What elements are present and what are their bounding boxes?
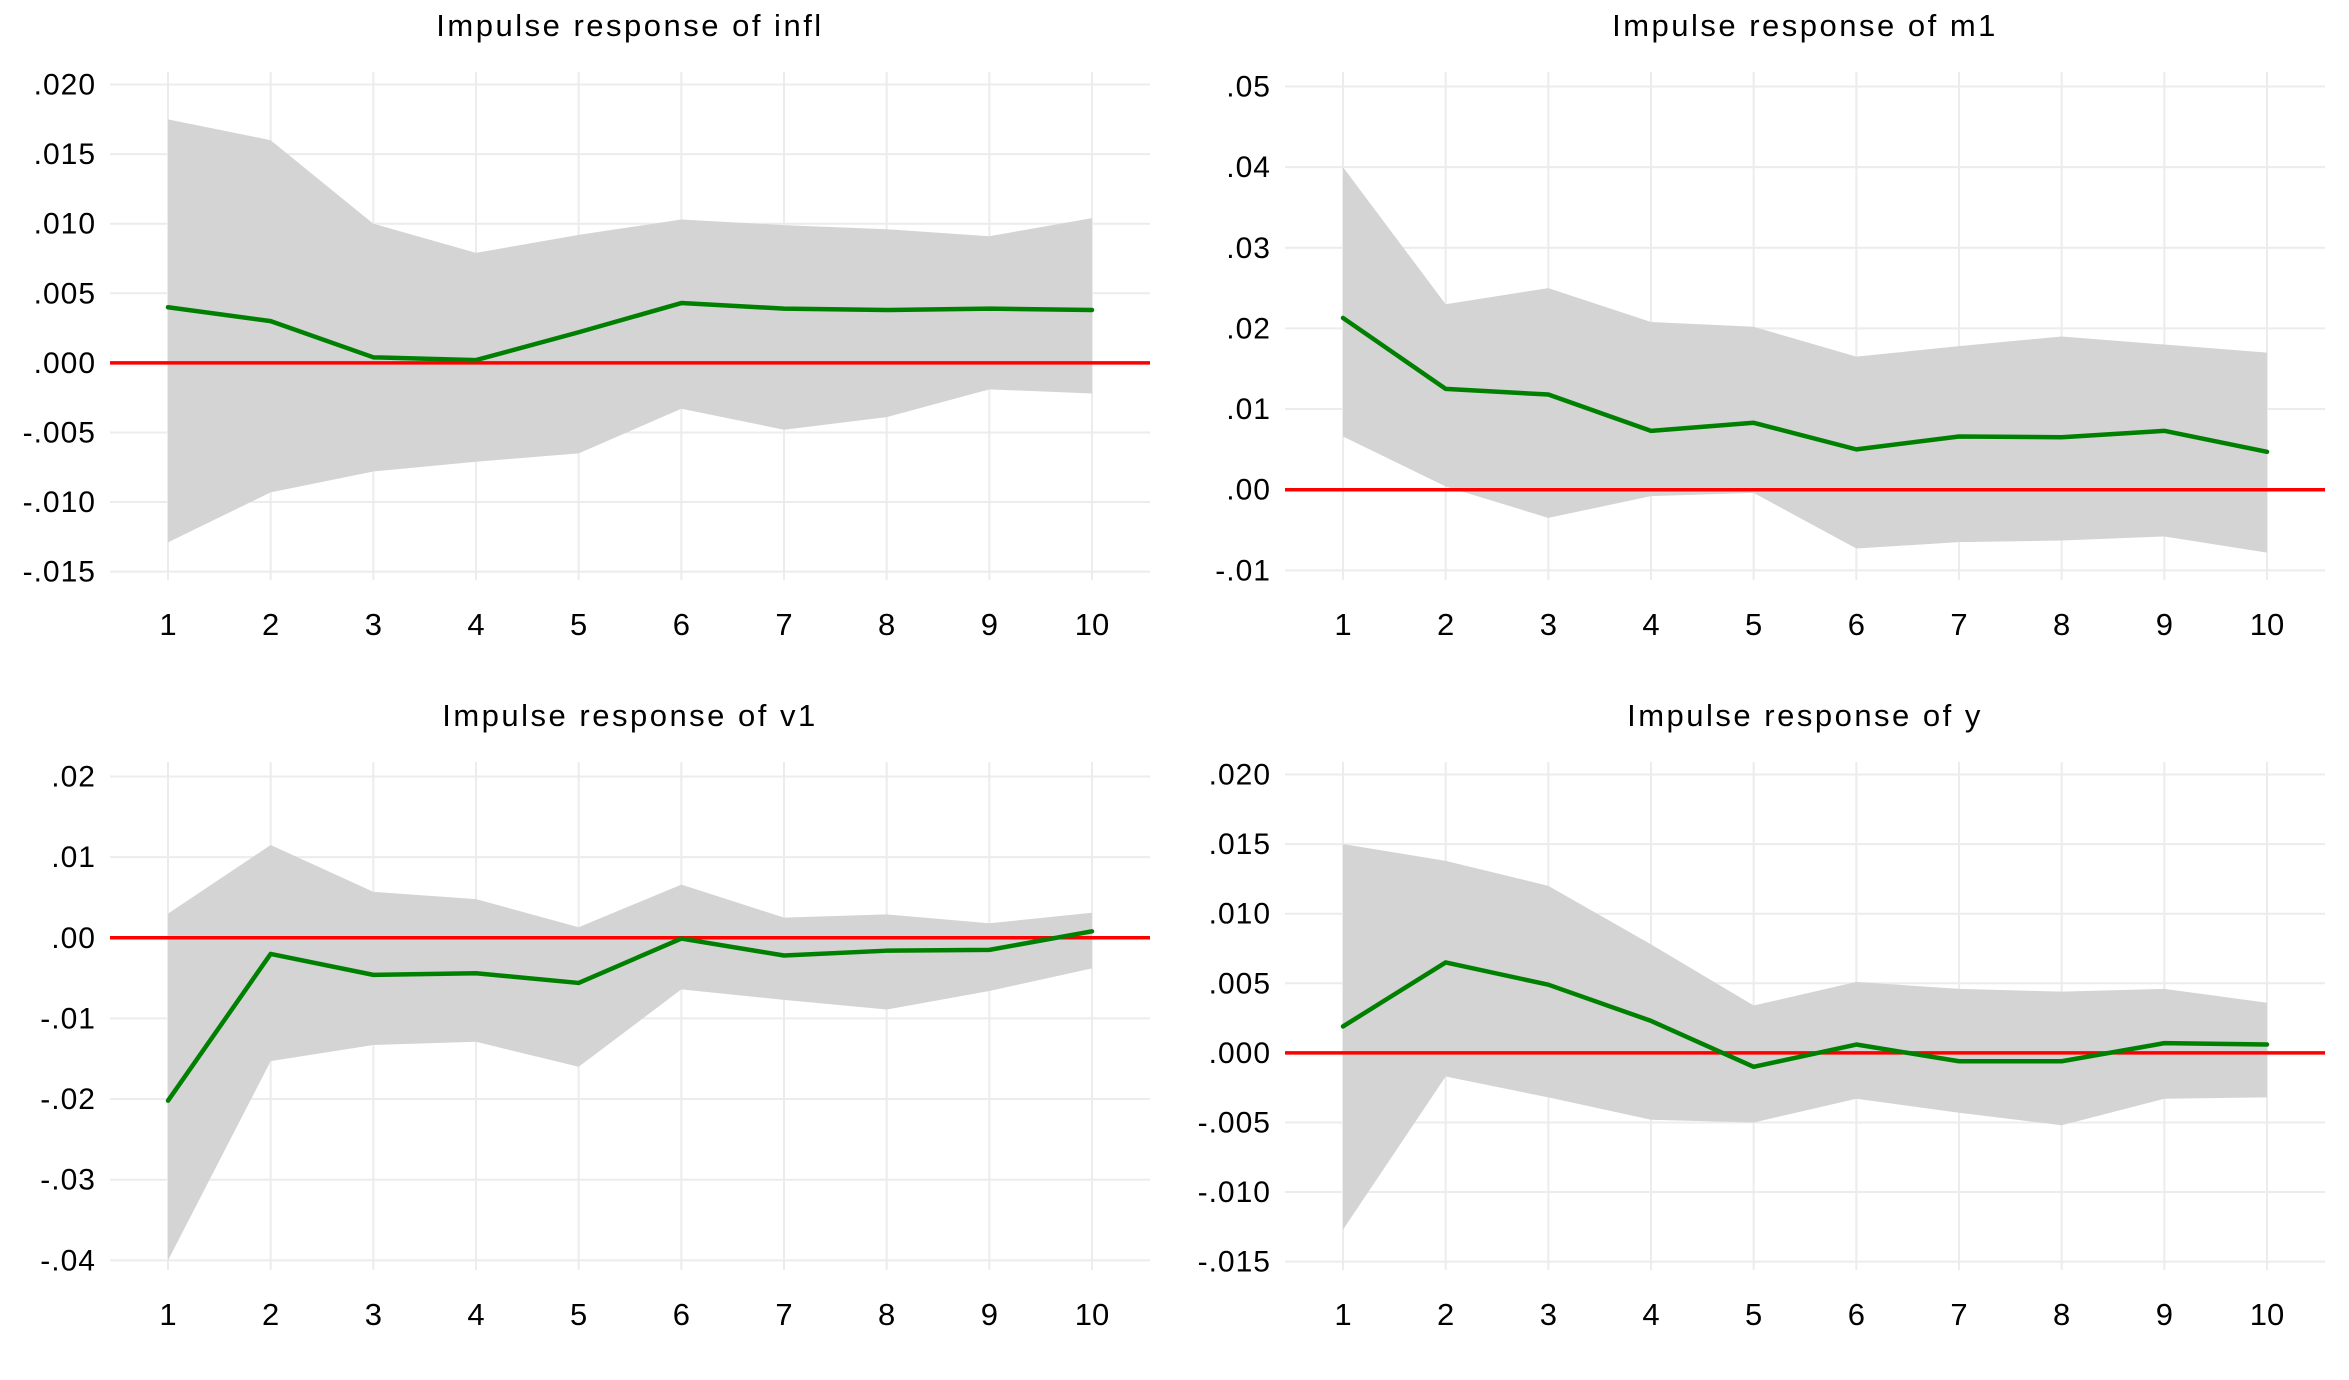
x-tick-label: 3 [1540, 607, 1557, 642]
confidence-band [168, 119, 1092, 543]
y-tick-label: -.015 [1198, 1246, 1271, 1279]
irf-panel-v1: Impulse response of v1 .02 .01 .00 -.01 -.02… [0, 690, 1174, 1380]
y-tick-label: .015 [34, 138, 96, 171]
x-tick-label: 10 [1075, 1297, 1109, 1332]
x-tick-label: 9 [981, 1297, 998, 1332]
response-line [165, 300, 1095, 363]
y-tick-label: -.005 [23, 416, 96, 449]
y-tick-label: -.010 [1198, 1176, 1271, 1209]
x-tick-label: 3 [365, 1297, 382, 1332]
x-tick-label: 2 [262, 1297, 279, 1332]
confidence-band [168, 845, 1092, 1261]
x-tick-label: 1 [1334, 1297, 1351, 1332]
y-tick-label: .020 [1209, 759, 1271, 792]
x-tick-label: 8 [878, 1297, 895, 1332]
x-tick-label: 1 [1334, 607, 1351, 642]
x-tick-label: 1 [159, 607, 176, 642]
y-tick-label: .00 [51, 922, 96, 955]
y-tick-label: .005 [34, 277, 96, 310]
y-tick-label: .005 [1209, 967, 1271, 1000]
x-tick-label: 8 [2053, 1297, 2070, 1332]
response-line [1340, 960, 2270, 1070]
x-tick-label: 7 [775, 607, 792, 642]
y-tick-label: .015 [1209, 828, 1271, 861]
y-tick-label: .03 [1226, 232, 1271, 265]
response-line [1340, 315, 2270, 455]
y-tick-label: .010 [34, 208, 96, 241]
x-tick-label: 8 [2053, 607, 2070, 642]
x-tick-label: 7 [1950, 1297, 1967, 1332]
x-tick-label: 6 [673, 1297, 690, 1332]
x-tick-label: 9 [981, 607, 998, 642]
x-tick-label: 5 [570, 607, 587, 642]
y-tick-label: .05 [1226, 71, 1271, 104]
y-tick-label: .000 [1209, 1037, 1271, 1070]
irf-panel-infl: Impulse response of infl .020 .015 .010 .00… [0, 0, 1174, 690]
x-tick-label: 6 [1848, 1297, 1865, 1332]
irf-chart-m1: .05 .04 .03 .02 .01 .00 -.01 1 2 3 4 5 6 7 8 9 10 [1215, 71, 2325, 642]
x-tick-label: 10 [2250, 1297, 2284, 1332]
irf-chart-infl: .020 .015 .010 .005 .000 -.005 -.010 -.015 1 2 3 4 5… [23, 69, 1150, 642]
y-tick-label: .01 [1226, 393, 1271, 426]
x-tick-label: 3 [365, 607, 382, 642]
y-tick-label: -.02 [40, 1083, 96, 1116]
chart-title: Impulse response of y [1627, 698, 1983, 733]
y-tick-label: .02 [1226, 312, 1271, 345]
x-tick-label: 4 [1642, 1297, 1659, 1332]
irf-panel-y: Impulse response of y .020.015.010.005.0… [1175, 690, 2349, 1380]
y-tick-label: .02 [51, 761, 96, 794]
x-tick-label: 10 [2250, 607, 2284, 642]
y-tick-label: .00 [1226, 474, 1271, 507]
response-line [165, 929, 1095, 1103]
x-tick-label: 2 [1437, 1297, 1454, 1332]
irf-chart-v1: .02 .01 .00 -.01 -.02 -.03 -.04 1 2 3 4 5 6 7 8 9 10 [40, 761, 1150, 1332]
irf-panel-m1: Impulse response of m1 .05.04.03.02.01.0… [1175, 0, 2349, 690]
x-tick-label: 7 [1950, 607, 1967, 642]
x-tick-label: 2 [262, 607, 279, 642]
chart-title: Impulse response of m1 [1612, 8, 1998, 43]
x-tick-label: 6 [1848, 607, 1865, 642]
irf-chart-y: .020 .015 .010 .005 .000 -.005 -.010 -.015 1 2 3 4 5… [1198, 759, 2325, 1332]
y-tick-label: -.005 [1198, 1106, 1271, 1139]
chart-title: Impulse response of infl [436, 8, 824, 43]
x-tick-label: 4 [1642, 607, 1659, 642]
x-tick-label: 5 [570, 1297, 587, 1332]
x-tick-label: 9 [2156, 1297, 2173, 1332]
x-tick-label: 2 [1437, 607, 1454, 642]
y-tick-label: -.01 [40, 1002, 96, 1035]
y-tick-label: -.015 [23, 556, 96, 589]
x-tick-label: 8 [878, 607, 895, 642]
y-tick-label: -.01 [1215, 554, 1271, 587]
x-tick-label: 5 [1745, 1297, 1762, 1332]
x-tick-label: 1 [159, 1297, 176, 1332]
x-tick-label: 4 [467, 607, 484, 642]
y-tick-label: .000 [34, 347, 96, 380]
y-tick-label: .010 [1209, 898, 1271, 931]
x-tick-label: 7 [775, 1297, 792, 1332]
confidence-band [1343, 167, 2267, 553]
y-tick-label: -.010 [23, 486, 96, 519]
x-tick-label: 10 [1075, 607, 1109, 642]
confidence-band [1343, 844, 2267, 1230]
y-tick-label: -.03 [40, 1164, 96, 1197]
chart-title: Impulse response of v1 [442, 698, 818, 733]
x-tick-label: 3 [1540, 1297, 1557, 1332]
y-tick-label: .04 [1226, 151, 1271, 184]
x-tick-label: 5 [1745, 607, 1762, 642]
x-tick-label: 4 [467, 1297, 484, 1332]
x-tick-label: 9 [2156, 607, 2173, 642]
x-tick-label: 6 [673, 607, 690, 642]
y-tick-label: -.04 [40, 1244, 96, 1277]
y-tick-label: .01 [51, 841, 96, 874]
y-tick-label: .020 [34, 69, 96, 102]
